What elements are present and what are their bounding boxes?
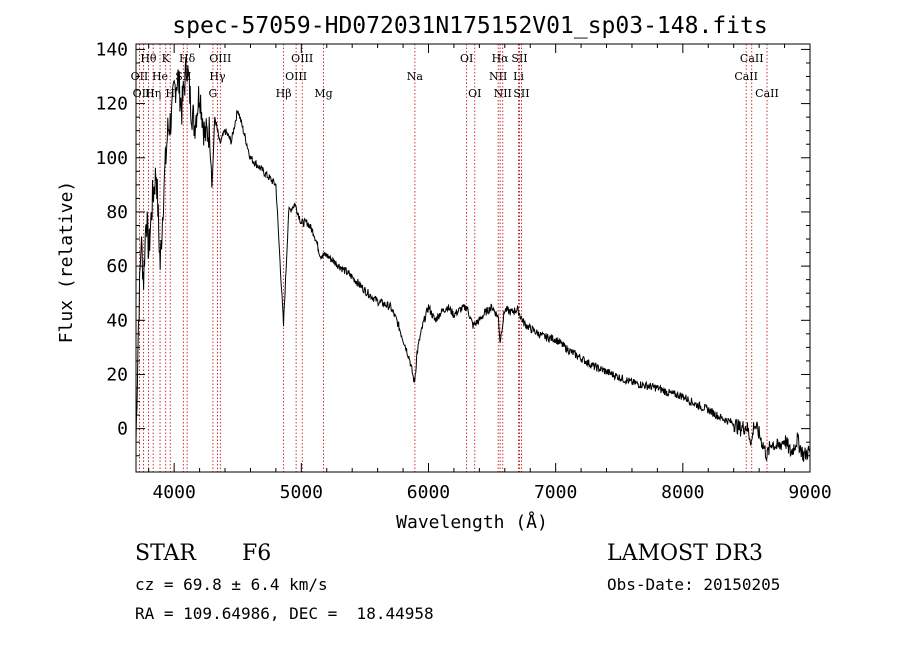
x-tick-label-9000: 9000 [788, 482, 831, 503]
line-label-6584: NII [494, 87, 512, 100]
line-label-4305: G [209, 87, 218, 100]
line-label-6300: OI [460, 52, 473, 65]
x-tick-label-5000: 5000 [280, 482, 323, 503]
observation-date: Obs-Date: 20150205 [607, 575, 780, 594]
x-tick-label-6000: 6000 [407, 482, 450, 503]
y-tick-label-20: 20 [106, 364, 128, 385]
y-tick-label-80: 80 [106, 202, 128, 223]
y-axis-label: Flux (relative) [56, 181, 77, 344]
line-label-4363: OIII [209, 52, 231, 65]
line-label-3835: Hη [145, 87, 161, 100]
y-tick-label-40: 40 [106, 310, 128, 331]
redshift-readout: cz = 69.8 ± 6.4 km/s [135, 575, 328, 594]
line-label-5893: Na [407, 70, 424, 83]
line-label-6548: NII [489, 70, 507, 83]
y-tick-label-100: 100 [95, 148, 128, 169]
x-axis-label: Wavelength (Å) [396, 511, 548, 533]
y-tick-label-60: 60 [106, 256, 128, 277]
line-label-8662: CaII [755, 87, 779, 100]
y-tick-label-140: 140 [95, 39, 128, 60]
line-label-5175: Mg [314, 87, 332, 100]
line-label-6563: Hα [492, 52, 510, 65]
chart-title: spec-57059-HD072031N175152V01_sp03-148.f… [172, 13, 767, 39]
line-label-8498: CaII [734, 70, 758, 83]
x-tick-label-8000: 8000 [661, 482, 704, 503]
line-label-3934: K [162, 52, 171, 65]
object-class: STAR [135, 541, 197, 566]
x-axis-ticks: 4000 5000 6000 7000 8000 9000 [148, 44, 832, 503]
line-label-4861: Hβ [276, 87, 292, 100]
x-tick-label-4000: 4000 [152, 482, 195, 503]
spectrum-series-line [135, 57, 811, 462]
line-label-3889: He [152, 70, 168, 83]
line-label-5007: OIII [291, 52, 313, 65]
line-label-6364: OI [468, 87, 481, 100]
object-subclass: F6 [242, 541, 271, 566]
coordinates-readout: RA = 109.64986, DEC = 18.44958 [135, 604, 434, 623]
line-label-6716: SII [511, 52, 527, 65]
line-label-4102: Hδ [179, 52, 196, 65]
x-tick-label-7000: 7000 [534, 482, 577, 503]
spectral-line-markers [139, 44, 768, 472]
line-label-3969: H [165, 87, 175, 100]
line-label-6708: Li [513, 70, 524, 83]
y-tick-label-0: 0 [117, 419, 128, 440]
line-label-6731: SII [513, 87, 529, 100]
line-label-4959: OIII [285, 70, 307, 83]
line-label-8542: CaII [740, 52, 764, 65]
plot-frame [135, 43, 811, 473]
y-tick-label-120: 120 [95, 94, 128, 115]
survey-name: LAMOST DR3 [607, 541, 763, 566]
line-label-4341: Hγ [209, 70, 226, 83]
line-label-3798: Hθ [140, 52, 157, 65]
y-axis-ticks: 0 20 40 60 80 100 120 140 [95, 39, 810, 457]
